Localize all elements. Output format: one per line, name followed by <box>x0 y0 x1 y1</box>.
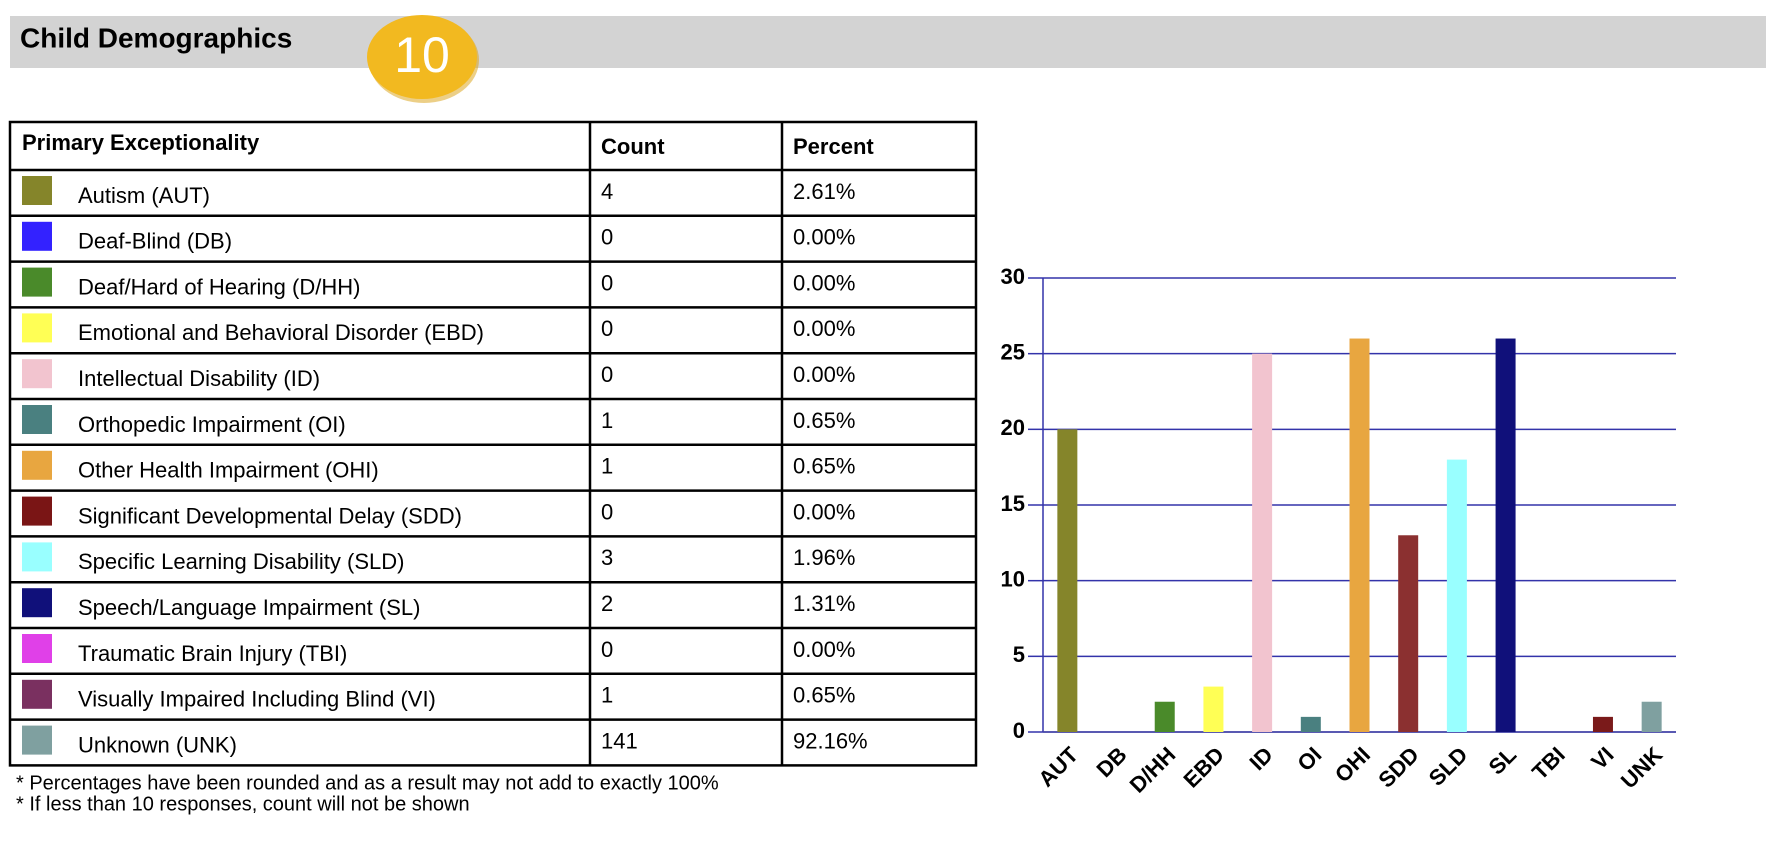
bar <box>1592 716 1613 732</box>
y-tick-label: 30 <box>1001 264 1025 289</box>
row-label: Traumatic Brain Injury (TBI) <box>78 641 347 666</box>
y-tick-label: 15 <box>1001 491 1025 516</box>
x-tick-label: ID <box>1245 742 1278 775</box>
bar <box>1057 429 1078 732</box>
x-tick-label: VI <box>1586 742 1618 774</box>
row-count: 2 <box>601 591 613 616</box>
row-count: 1 <box>601 408 613 433</box>
color-swatch <box>22 634 52 663</box>
row-label: Visually Impaired Including Blind (VI) <box>78 687 436 712</box>
row-label: Other Health Impairment (OHI) <box>78 458 379 483</box>
row-count: 4 <box>601 179 613 204</box>
color-swatch <box>22 496 52 526</box>
column-header: Primary Exceptionality <box>22 130 260 155</box>
bar <box>1203 686 1224 732</box>
y-tick-label: 0 <box>1013 718 1025 743</box>
color-swatch <box>22 679 52 709</box>
x-tick-label: SL <box>1484 742 1522 780</box>
color-swatch <box>22 405 52 434</box>
row-percent: 0.65% <box>793 683 855 708</box>
row-label: Speech/Language Impairment (SL) <box>78 595 420 620</box>
color-swatch <box>22 725 52 755</box>
row-percent: 0.00% <box>793 499 855 524</box>
row-label: Unknown (UNK) <box>78 732 237 757</box>
bar <box>1398 535 1419 732</box>
x-tick-label: DB <box>1092 742 1132 782</box>
row-percent: 1.31% <box>793 591 855 616</box>
bar <box>1495 338 1516 732</box>
x-tick-label: UNK <box>1616 742 1667 793</box>
row-percent: 1.96% <box>793 545 855 570</box>
row-percent: 0.65% <box>793 408 855 433</box>
row-count: 0 <box>601 637 613 662</box>
color-swatch <box>22 359 52 389</box>
row-label: Autism (AUT) <box>78 183 210 208</box>
row-percent: 92.16% <box>793 728 868 753</box>
row-count: 0 <box>601 270 613 295</box>
bar <box>1154 701 1175 732</box>
color-swatch <box>22 588 52 618</box>
bar <box>1252 353 1273 732</box>
y-tick-label: 20 <box>1001 415 1025 440</box>
row-count: 0 <box>601 362 613 387</box>
footnote: * Percentages have been rounded and as a… <box>16 772 719 794</box>
bar <box>1641 701 1662 732</box>
color-swatch <box>22 313 52 343</box>
row-label: Intellectual Disability (ID) <box>78 366 320 391</box>
row-count: 1 <box>601 683 613 708</box>
color-swatch <box>22 176 52 205</box>
row-percent: 0.00% <box>793 362 855 387</box>
color-swatch <box>22 221 52 251</box>
row-percent: 0.00% <box>793 270 855 295</box>
row-count: 0 <box>601 225 613 250</box>
x-tick-label: SDD <box>1373 742 1424 793</box>
header-bar <box>10 16 1766 68</box>
column-header: Count <box>601 134 665 159</box>
y-tick-label: 5 <box>1013 642 1025 667</box>
bar <box>1300 716 1321 732</box>
row-count: 3 <box>601 545 613 570</box>
x-tick-label: OHI <box>1330 742 1375 787</box>
footnote: * If less than 10 responses, count will … <box>16 793 470 815</box>
row-percent: 0.00% <box>793 637 855 662</box>
row-label: Emotional and Behavioral Disorder (EBD) <box>78 320 484 345</box>
row-percent: 0.65% <box>793 454 855 479</box>
y-tick-label: 25 <box>1001 339 1025 364</box>
row-count: 141 <box>601 728 638 753</box>
row-percent: 0.00% <box>793 225 855 250</box>
row-label: Specific Learning Disability (SLD) <box>78 549 404 574</box>
y-tick-label: 10 <box>1001 566 1025 591</box>
bar <box>1349 338 1370 732</box>
row-percent: 2.61% <box>793 179 855 204</box>
x-tick-label: OI <box>1292 742 1326 776</box>
color-swatch <box>22 542 52 572</box>
row-label: Deaf-Blind (DB) <box>78 229 232 254</box>
x-tick-label: D/HH <box>1125 742 1181 798</box>
x-tick-label: TBI <box>1527 742 1570 785</box>
row-label: Deaf/Hard of Hearing (D/HH) <box>78 274 360 299</box>
row-count: 0 <box>601 316 613 341</box>
row-label: Orthopedic Impairment (OI) <box>78 412 346 437</box>
row-count: 1 <box>601 454 613 479</box>
page-title: Child Demographics <box>20 22 292 53</box>
bar <box>1446 459 1467 732</box>
column-header: Percent <box>793 134 874 159</box>
x-tick-label: EBD <box>1179 742 1230 793</box>
badge-number: 10 <box>394 27 450 83</box>
badge <box>367 15 477 99</box>
row-label: Significant Developmental Delay (SDD) <box>78 503 462 528</box>
color-swatch <box>22 267 52 297</box>
x-tick-label: AUT <box>1033 742 1083 792</box>
color-swatch <box>22 450 52 480</box>
row-count: 0 <box>601 499 613 524</box>
row-percent: 0.00% <box>793 316 855 341</box>
x-tick-label: SLD <box>1424 742 1473 791</box>
